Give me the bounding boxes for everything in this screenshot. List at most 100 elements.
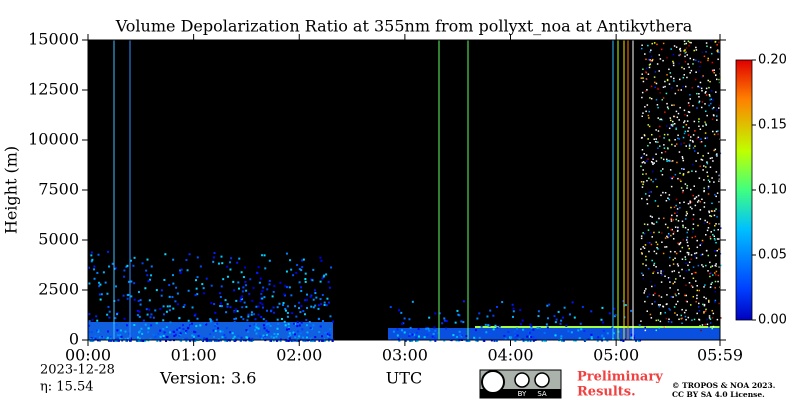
texture (677, 137, 679, 140)
texture (697, 194, 700, 197)
texture (703, 312, 705, 314)
texture (695, 59, 697, 62)
texture (460, 320, 463, 323)
texture (532, 328, 535, 331)
texture (210, 302, 213, 305)
texture (210, 339, 213, 342)
texture (317, 317, 320, 320)
texture (229, 339, 232, 342)
texture (109, 336, 112, 339)
x-tick-label: 03:00 (382, 346, 428, 365)
texture (703, 303, 706, 306)
texture (247, 313, 250, 316)
texture (683, 43, 686, 45)
texture (706, 318, 708, 321)
texture (667, 159, 670, 162)
texture (560, 337, 563, 340)
texture (99, 298, 102, 301)
texture (683, 142, 685, 144)
texture (644, 90, 647, 92)
texture (97, 253, 100, 256)
texture (130, 337, 133, 340)
texture (640, 237, 643, 240)
texture (601, 334, 604, 337)
texture (136, 336, 139, 339)
texture (197, 334, 200, 337)
texture (253, 323, 256, 326)
texture (185, 329, 188, 332)
texture (90, 260, 93, 263)
texture (698, 100, 701, 103)
texture (590, 310, 593, 313)
texture (651, 133, 653, 136)
texture (692, 194, 694, 197)
texture (667, 276, 670, 279)
texture (675, 303, 677, 306)
texture (691, 319, 693, 321)
texture (649, 97, 651, 99)
texture (685, 214, 687, 217)
y-tick-label: 10000 (28, 130, 79, 149)
texture (196, 276, 199, 279)
texture (679, 206, 681, 209)
texture (687, 134, 690, 136)
texture (226, 303, 229, 306)
texture (716, 192, 719, 194)
texture (150, 265, 153, 268)
texture (705, 94, 708, 96)
texture (677, 229, 679, 232)
colorbar-tick-label: 0.20 (758, 53, 787, 68)
texture (699, 138, 701, 140)
texture (182, 324, 185, 327)
texture (187, 326, 190, 329)
texture (221, 336, 224, 339)
texture (658, 70, 660, 72)
texture (682, 85, 684, 88)
texture (699, 81, 702, 84)
texture (195, 287, 198, 290)
texture (692, 266, 695, 268)
texture (699, 244, 702, 246)
texture (536, 326, 539, 329)
texture (672, 259, 674, 261)
texture (696, 289, 699, 292)
texture (162, 313, 165, 316)
texture (680, 143, 682, 145)
texture (642, 80, 645, 83)
texture (684, 294, 686, 297)
texture (673, 45, 676, 47)
x-axis-label: UTC (386, 369, 422, 388)
x-tick-label: 04:00 (487, 346, 533, 365)
texture (476, 317, 479, 320)
cc-icon (481, 370, 505, 394)
texture (547, 317, 550, 320)
texture (669, 72, 672, 74)
texture (653, 138, 656, 141)
texture (141, 262, 144, 265)
texture (104, 281, 107, 284)
texture (124, 330, 127, 333)
texture (659, 320, 662, 323)
texture (649, 142, 651, 144)
texture (521, 338, 524, 341)
texture (645, 67, 648, 70)
texture (285, 339, 288, 342)
texture (644, 53, 646, 55)
texture (708, 86, 710, 89)
texture (224, 336, 227, 339)
texture (689, 206, 692, 208)
texture (115, 323, 118, 326)
texture (233, 318, 236, 321)
texture (698, 101, 700, 104)
texture (643, 223, 646, 225)
texture (138, 315, 141, 318)
texture (685, 51, 687, 53)
texture (138, 337, 141, 340)
texture (301, 266, 304, 269)
texture (673, 231, 675, 233)
texture (641, 91, 644, 94)
texture (206, 339, 209, 342)
texture (687, 111, 690, 113)
texture (398, 339, 401, 342)
texture (217, 339, 220, 342)
